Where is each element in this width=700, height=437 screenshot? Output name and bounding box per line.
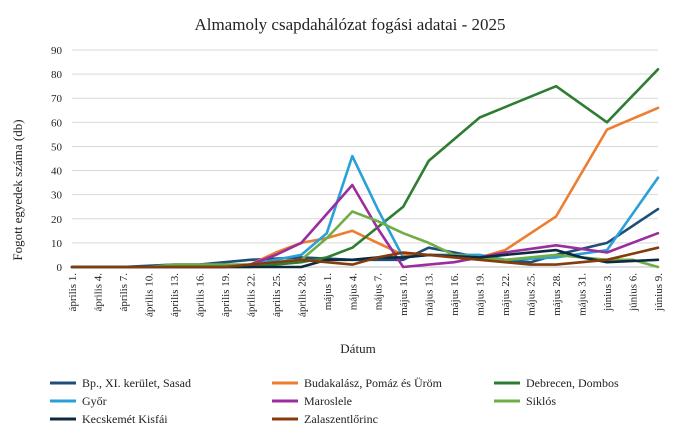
x-tick-label: május 16. (449, 273, 461, 316)
x-tick-label: április 7. (118, 273, 130, 312)
legend-label: Maroslele (304, 394, 352, 408)
y-tick-label: 30 (51, 190, 63, 202)
x-tick-label: május 19. (475, 273, 487, 316)
x-tick-label: május 25. (526, 273, 538, 316)
series-line-6 (70, 248, 660, 269)
x-tick-label: április 22. (245, 273, 257, 317)
legend-label: Zalaszentlőrinc (304, 412, 378, 426)
x-tick-label: június 6. (628, 273, 640, 312)
legend-label: Budakalász, Pomáz és Üröm (304, 376, 443, 390)
legend: Bp., XI. kerület, Sasad Budakalász, Pomáz… (50, 376, 619, 426)
y-axis-ticks: 0 10 20 30 40 50 60 70 80 90 (51, 45, 63, 274)
legend-label: Siklós (526, 394, 556, 408)
x-tick-label: április 16. (194, 273, 206, 317)
y-tick-label: 80 (51, 69, 63, 81)
legend-label: Győr (82, 394, 107, 408)
series-lines (70, 68, 660, 269)
x-tick-label: május 1. (322, 273, 334, 311)
x-tick-label: május 7. (373, 273, 385, 311)
legend-label: Debrecen, Dombos (526, 376, 619, 390)
x-axis-title: Dátum (340, 341, 375, 356)
series-line-2 (70, 68, 660, 269)
y-tick-label: 0 (57, 262, 63, 274)
legend-label: Bp., XI. kerület, Sasad (82, 376, 191, 390)
y-tick-label: 70 (51, 93, 63, 105)
x-tick-label: április 10. (143, 273, 155, 317)
y-tick-label: 20 (51, 214, 63, 226)
x-tick-label: április 13. (169, 273, 181, 317)
chart-title: Almamoly csapdahálózat fogási adatai - 2… (194, 15, 505, 34)
x-tick-label: május 28. (551, 273, 563, 316)
y-tick-label: 60 (51, 117, 63, 129)
y-tick-label: 50 (51, 141, 63, 153)
legend-label: Kecskemét Kisfái (82, 412, 168, 426)
series-line-7 (70, 246, 660, 269)
x-tick-label: május 10. (398, 273, 410, 316)
series-line-5 (70, 210, 660, 269)
x-tick-label: május 31. (577, 273, 589, 316)
y-tick-label: 10 (51, 238, 63, 250)
x-tick-label: május 22. (500, 273, 512, 316)
x-tick-label: május 4. (347, 273, 359, 311)
x-tick-label: április 1. (67, 273, 79, 312)
y-tick-label: 40 (51, 166, 63, 178)
x-tick-label: április 28. (296, 273, 308, 317)
gridlines (72, 49, 658, 268)
x-tick-label: április 25. (271, 273, 283, 317)
x-tick-label: április 19. (220, 273, 232, 317)
y-axis-title: Fogott egyedek száma (db) (10, 119, 25, 260)
x-tick-label: április 4. (92, 273, 104, 312)
x-tick-label: június 3. (602, 273, 614, 312)
x-tick-label: május 13. (424, 273, 436, 316)
x-tick-label: június 9. (653, 273, 665, 312)
x-axis-ticks: április 1. április 4. április 7. április 10… (67, 273, 665, 317)
y-tick-label: 90 (51, 45, 63, 57)
